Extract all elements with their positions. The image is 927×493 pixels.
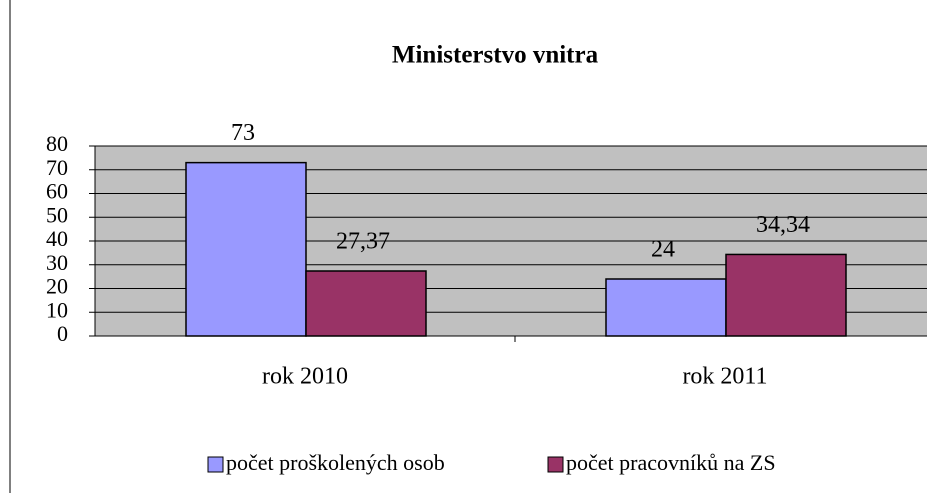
x-tick-label: rok 2010	[262, 364, 348, 390]
legend-label: počet proškolených osob	[226, 450, 445, 475]
legend-swatch	[207, 456, 224, 473]
data-label: 73	[231, 120, 255, 146]
y-tick-label: 20	[46, 274, 68, 299]
bar	[725, 253, 847, 337]
data-label: 27,37	[336, 228, 390, 254]
bar	[185, 161, 307, 337]
bar	[305, 270, 427, 337]
y-tick-label: 0	[57, 321, 68, 346]
data-label: 34,34	[756, 212, 810, 238]
bar	[605, 278, 727, 337]
y-tick-label: 50	[46, 202, 68, 227]
legend-swatch	[547, 456, 564, 473]
y-tick-label: 40	[46, 226, 68, 251]
y-tick-label: 80	[46, 131, 68, 156]
y-tick-label: 10	[46, 297, 68, 322]
legend-label: počet pracovníků na ZS	[566, 450, 776, 475]
y-tick-label: 30	[46, 250, 68, 275]
data-label: 24	[651, 237, 675, 263]
chart-title: Ministerstvo vnitra	[392, 42, 599, 69]
x-tick-label: rok 2011	[682, 364, 767, 390]
y-tick-label: 70	[46, 155, 68, 180]
y-tick-label: 60	[46, 179, 68, 204]
